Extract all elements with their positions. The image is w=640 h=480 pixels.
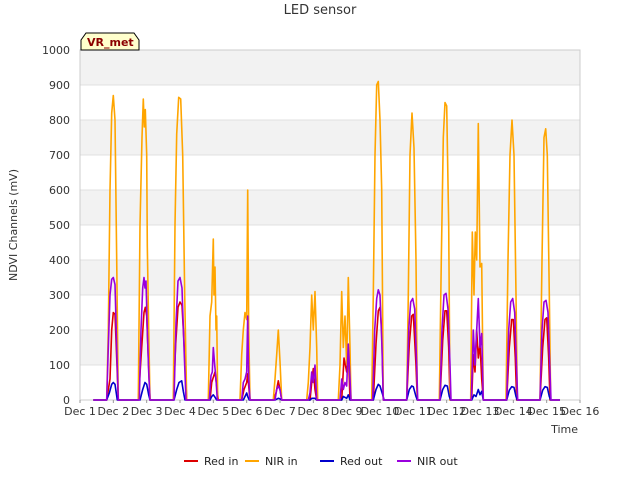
background-band	[80, 260, 580, 295]
y-tick-label: 400	[49, 254, 70, 267]
legend-label: Red in	[204, 455, 238, 468]
background-band	[80, 155, 580, 190]
x-tick-label: Dec 10	[361, 405, 400, 418]
x-tick-label: Dec 13	[461, 405, 500, 418]
x-tick-label: Dec 7	[264, 405, 296, 418]
y-tick-label: 0	[63, 394, 70, 407]
y-tick-label: 500	[49, 219, 70, 232]
background-bands	[80, 50, 580, 400]
x-tick-label: Dec 9	[331, 405, 363, 418]
y-tick-label: 800	[49, 114, 70, 127]
chart-title: LED sensor	[284, 3, 357, 18]
background-band	[80, 225, 580, 260]
legend-label: NIR out	[417, 455, 458, 468]
legend-label: NIR in	[265, 455, 298, 468]
x-tick-label: Dec 1	[64, 405, 96, 418]
x-tick-label: Dec 16	[561, 405, 600, 418]
y-axis-label: NDVI Channels (mV)	[7, 169, 20, 281]
background-band	[80, 330, 580, 365]
background-band	[80, 85, 580, 120]
x-tick-label: Dec 8	[297, 405, 329, 418]
background-band	[80, 365, 580, 400]
y-axis-ticks: 0 100 200 300 400 500 600 700 800 900 1000	[42, 44, 70, 407]
x-tick-label: Dec 6	[231, 405, 263, 418]
y-tick-label: 700	[49, 149, 70, 162]
badge-shape	[80, 32, 140, 51]
series-line-nir-out	[93, 276, 560, 401]
x-tick-label: Dec 11	[394, 405, 433, 418]
y-tick-label: 1000	[42, 44, 70, 57]
x-tick-label: Dec 4	[164, 405, 196, 418]
background-band	[80, 295, 580, 330]
y-tick-label: 300	[49, 289, 70, 302]
y-tick-label: 900	[49, 79, 70, 92]
y-tick-label: 200	[49, 324, 70, 337]
background-band	[80, 190, 580, 225]
x-tick-label: Dec 5	[197, 405, 229, 418]
legend: Red in NIR in Red out NIR out	[184, 455, 458, 468]
x-tick-label: Dec 15	[527, 405, 566, 418]
legend-label: Red out	[340, 455, 383, 468]
badge-label: VR_met	[87, 36, 134, 49]
y-tick-label: 600	[49, 184, 70, 197]
site-badge: VR_met	[80, 32, 140, 51]
background-band	[80, 120, 580, 155]
x-tick-label: Dec 14	[494, 405, 533, 418]
x-tick-label: Dec 12	[427, 405, 466, 418]
x-axis-ticks: Dec 1 Dec 2 Dec 3 Dec 4 Dec 5 Dec 6 Dec 7 Dec 8…	[64, 400, 599, 418]
x-axis-label: Time	[550, 423, 578, 436]
series-lines	[93, 80, 560, 401]
x-tick-label: Dec 2	[97, 405, 129, 418]
y-tick-label: 100	[49, 359, 70, 372]
x-tick-label: Dec 3	[131, 405, 163, 418]
background-band	[80, 50, 580, 85]
